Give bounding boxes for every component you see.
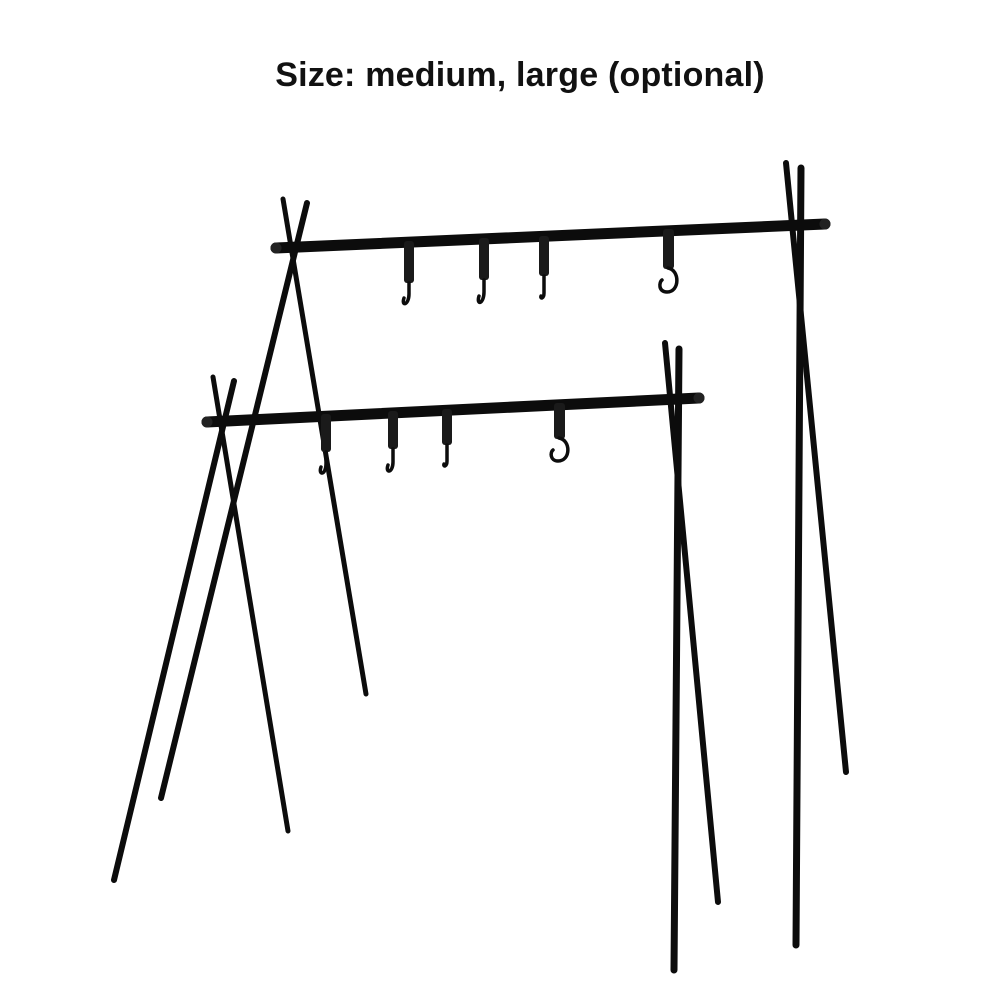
medium-rack-crossbar-cap-left: [201, 416, 213, 428]
medium-rack-left-leg-front: [111, 378, 237, 883]
hook: [658, 229, 679, 294]
hook: [385, 411, 398, 473]
medium-rack: [111, 340, 721, 974]
large-rack-right-leg-back: [783, 160, 849, 775]
hook: [549, 403, 570, 463]
large-rack-crossbar-cap-right: [819, 218, 831, 230]
hook: [476, 238, 489, 305]
medium-rack-left-leg-back: [210, 374, 291, 834]
large-rack-crossbar: [270, 218, 831, 254]
large-rack-hooks: [401, 229, 679, 306]
medium-rack-crossbar: [201, 392, 705, 428]
hook: [539, 236, 549, 300]
medium-rack-crossbar-cap-right: [693, 392, 705, 404]
medium-rack-right-leg-back: [662, 340, 721, 905]
hook: [318, 414, 331, 475]
hook: [442, 409, 452, 468]
size-caption: Size: medium, large (optional): [275, 56, 765, 94]
hook: [401, 241, 414, 306]
large-rack: [158, 160, 849, 949]
large-rack-crossbar-cap-left: [270, 242, 282, 254]
medium-rack-hooks: [318, 403, 570, 475]
